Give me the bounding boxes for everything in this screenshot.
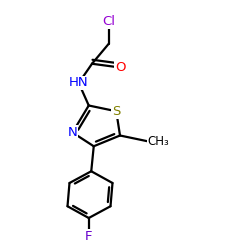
Text: F: F	[85, 230, 92, 243]
Text: O: O	[115, 61, 125, 74]
Text: HN: HN	[69, 76, 88, 90]
Text: Cl: Cl	[102, 15, 115, 28]
Text: CH₃: CH₃	[148, 135, 169, 148]
Text: N: N	[68, 126, 78, 139]
Text: S: S	[112, 105, 120, 118]
